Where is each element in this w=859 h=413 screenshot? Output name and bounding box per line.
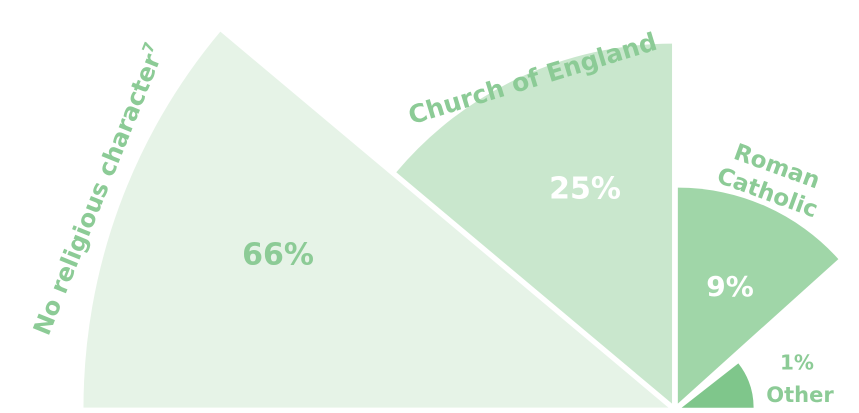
value-label: 1% xyxy=(780,351,814,375)
value-label: 25% xyxy=(549,172,621,207)
category-label: Other xyxy=(766,383,834,407)
value-label: 9% xyxy=(706,270,754,303)
sector xyxy=(681,363,754,408)
sector xyxy=(396,43,673,404)
sector xyxy=(677,187,839,404)
value-label: 66% xyxy=(242,238,314,273)
sector xyxy=(83,31,669,408)
